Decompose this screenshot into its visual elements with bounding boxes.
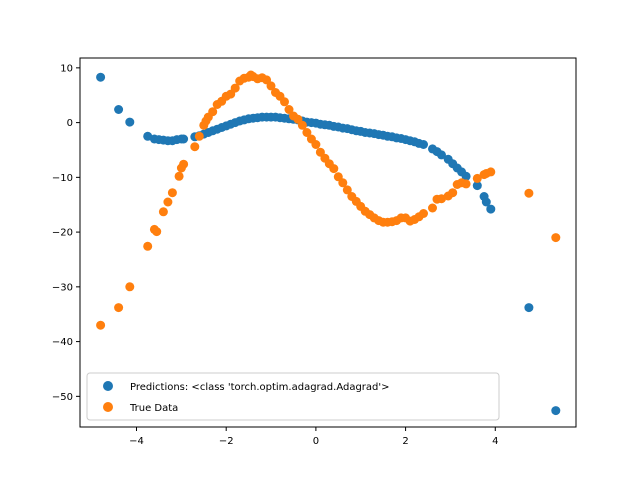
point-s1-2 (125, 282, 135, 292)
y-axis: 10 0 −10 −20 −30 −40 −50 (52, 63, 80, 403)
y-tick-label: −30 (52, 282, 73, 293)
x-tick-label: 2 (402, 436, 408, 447)
point-s1-5 (152, 227, 162, 237)
point-s0-74 (481, 197, 491, 207)
point-s1-3 (143, 241, 153, 251)
y-tick-label: 10 (60, 63, 73, 74)
point-s0-66 (437, 150, 446, 160)
point-s1-77 (486, 167, 496, 177)
y-tick-label: −10 (52, 173, 73, 184)
point-s0-63 (419, 140, 428, 149)
x-tick-label: 4 (492, 436, 498, 447)
point-s1-34 (280, 97, 289, 107)
point-s1-17 (208, 107, 218, 117)
point-s1-47 (338, 178, 348, 188)
point-s1-6 (158, 207, 168, 217)
point-s1-11 (179, 159, 189, 169)
point-s1-7 (163, 197, 173, 207)
point-s1-66 (428, 203, 437, 213)
x-tick-label: 0 (313, 436, 319, 447)
point-s1-78 (524, 188, 534, 198)
y-tick-label: −50 (52, 392, 73, 403)
point-s0-76 (524, 303, 534, 313)
point-s0-71 (461, 171, 471, 181)
point-s0-2 (125, 117, 135, 127)
point-s0-72 (472, 181, 482, 191)
point-s1-41 (311, 140, 321, 149)
point-s1-8 (167, 188, 177, 198)
legend-label-true-data: True Data (129, 403, 178, 414)
plot-frame (79, 57, 577, 428)
point-s1-31 (266, 81, 276, 91)
legend-label-predictions: Predictions: <class 'torch.optim.adagrad… (130, 382, 390, 393)
legend-marker-predictions (103, 381, 113, 391)
point-s0-11 (179, 134, 189, 144)
x-tick-label: −2 (219, 436, 234, 447)
x-axis: −4 −2 0 2 4 (129, 427, 498, 447)
series-1 (96, 70, 561, 330)
legend: Predictions: <class 'torch.optim.adagrad… (86, 372, 500, 421)
y-tick-label: −20 (52, 228, 73, 239)
y-tick-label: −40 (52, 337, 73, 348)
point-s1-0 (96, 320, 106, 330)
legend-marker-true-data (103, 402, 113, 412)
point-s1-70 (448, 188, 458, 198)
point-s1-48 (342, 185, 352, 195)
point-s1-39 (302, 128, 312, 137)
point-s1-65 (419, 209, 428, 218)
point-s0-77 (551, 406, 561, 416)
point-s1-45 (329, 164, 339, 174)
point-s0-1 (114, 105, 124, 114)
point-s1-73 (461, 179, 471, 189)
point-s0-75 (486, 204, 496, 214)
point-s1-9 (174, 171, 184, 181)
y-tick-label: 0 (67, 118, 73, 129)
point-s1-1 (114, 303, 124, 313)
point-s0-0 (96, 72, 106, 82)
point-s1-35 (284, 105, 294, 114)
point-s1-12 (190, 142, 200, 152)
legend-box (86, 372, 500, 421)
x-tick-label: −4 (129, 436, 144, 447)
point-s1-13 (194, 131, 204, 141)
point-s1-74 (472, 173, 482, 183)
point-s1-79 (551, 233, 561, 243)
point-s1-38 (297, 120, 307, 130)
point-s1-22 (230, 83, 240, 93)
data-points (96, 70, 561, 416)
